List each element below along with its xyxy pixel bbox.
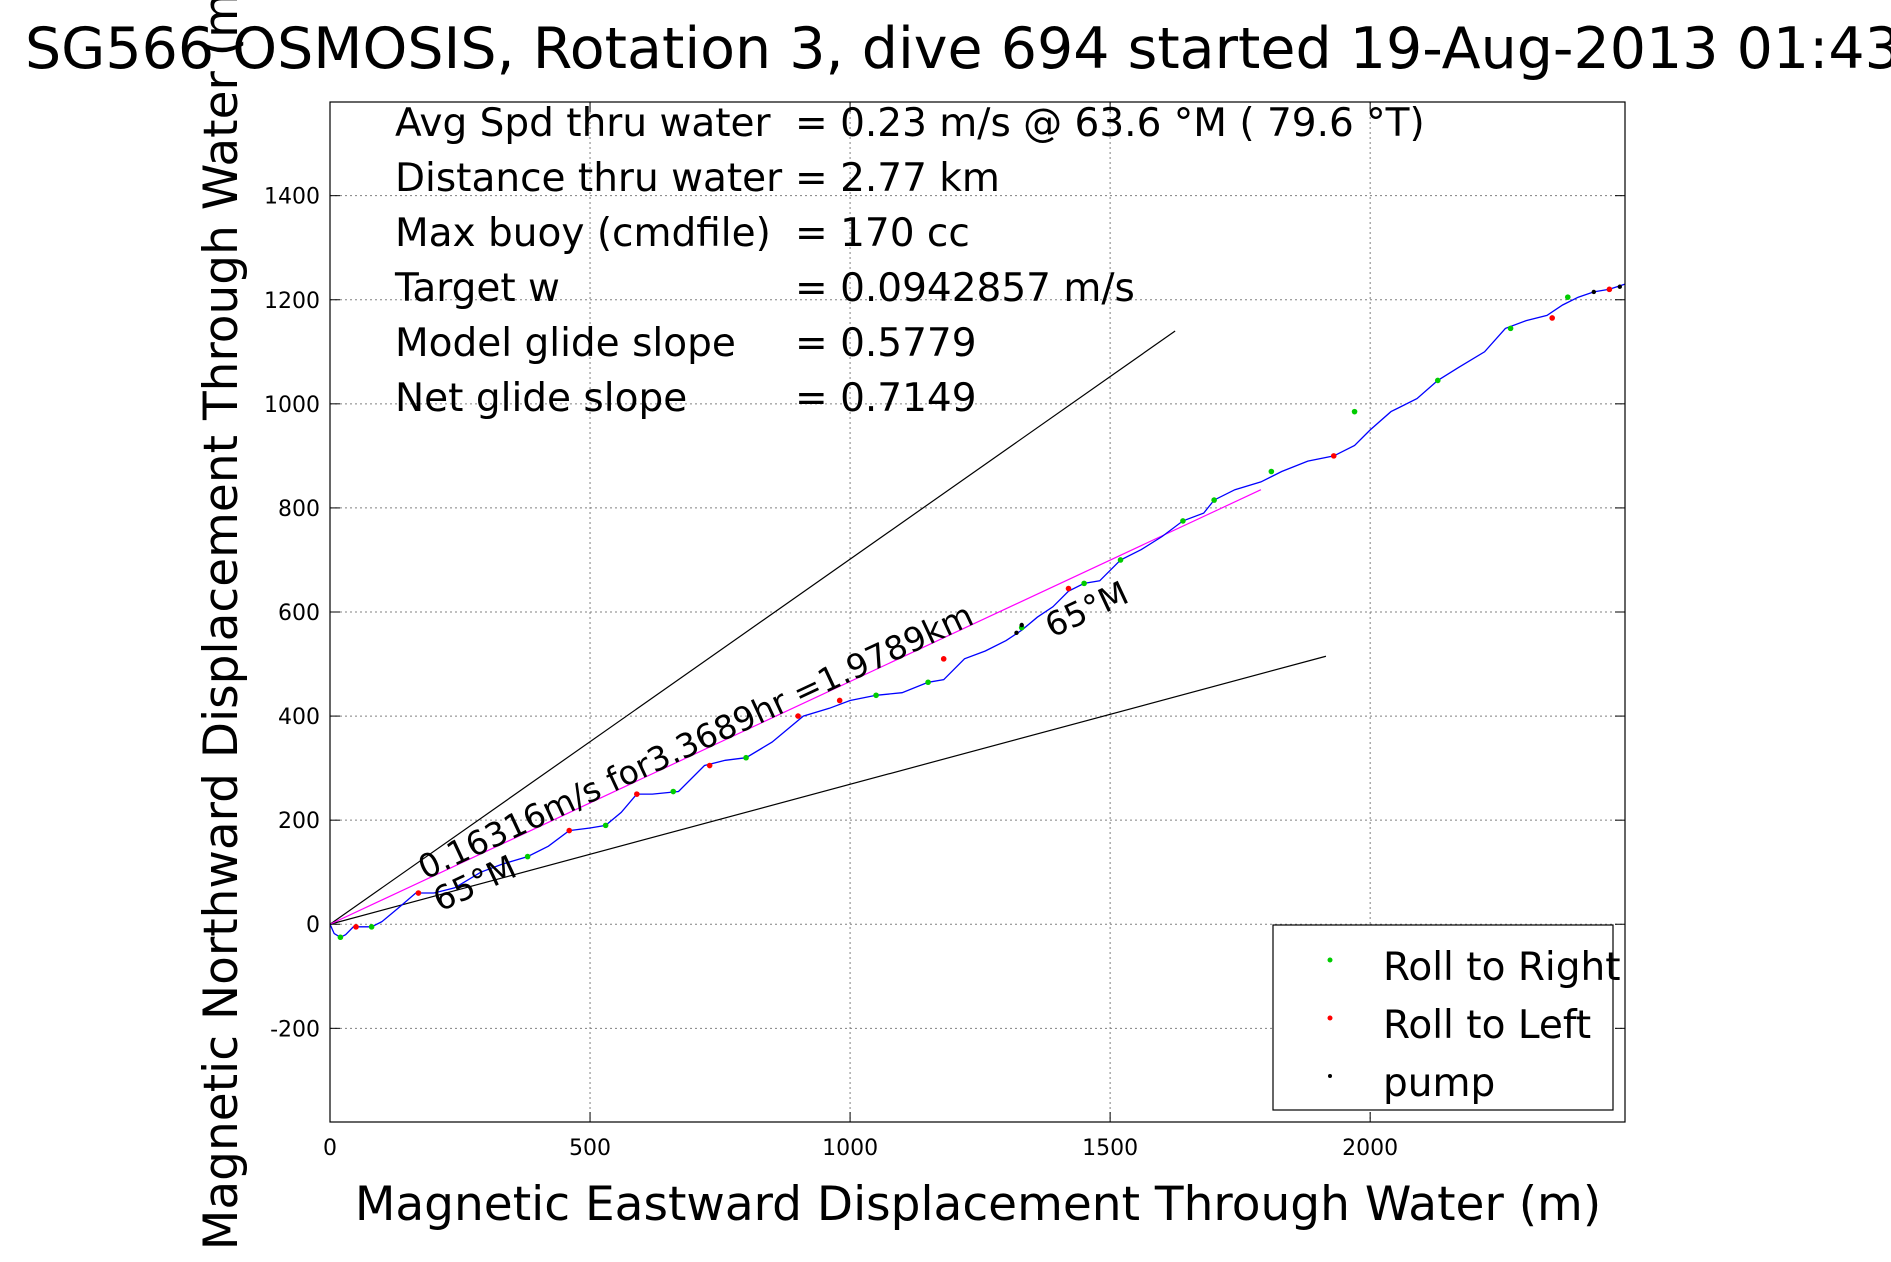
roll-right-point [1351,408,1358,415]
roll-right-point [1117,557,1124,563]
x-tick-label: 1000 [822,1136,878,1161]
pump-point [1019,622,1024,628]
y-tick-label: 0 [306,913,320,938]
current-vector [329,489,1262,925]
y-tick-label: -200 [270,1017,320,1042]
heading-cone-line [329,330,1176,925]
info-label-model-glide: Model glide slope [395,321,736,366]
roll-left-point [353,924,359,930]
y-tick-label: 400 [278,705,320,730]
pump-point [1591,289,1596,295]
axis-ticks: 0 500 1000 1500 2000 -200 0 200 400 600 800 1000 120… [264,102,1625,1161]
roll-left-point [415,890,422,896]
roll-right-point [602,822,609,829]
info-label-target-w: Target w [394,266,560,311]
y-axis-title: Magnetic Northward Displacement Through … [194,0,249,1250]
info-value-net-glide: = 0.7149 [795,376,977,421]
roll-right-point [670,788,677,795]
legend-roll-right-marker [1327,957,1333,963]
info-label-max-buoy: Max buoy (cmdfile) [395,211,771,256]
y-tick-label: 600 [278,601,320,626]
roll-right-point [743,754,749,761]
x-tick-label: 1500 [1082,1136,1138,1161]
roll-right-point [1081,580,1087,587]
roll-left-point [1065,585,1072,592]
roll-right-point [1507,325,1514,332]
y-tick-label: 1400 [264,185,320,210]
chart-title: SG566 OSMOSIS, Rotation 3, dive 694 star… [25,16,1891,82]
track-line [329,283,1626,939]
y-tick-label: 1200 [264,289,320,314]
info-value-distance: = 2.77 km [795,156,1000,201]
y-tick-label: 200 [278,809,320,834]
y-tick-label: 1000 [264,393,320,418]
roll-left-point [836,697,843,704]
roll-right-point [925,679,931,686]
x-tick-label: 2000 [1342,1136,1398,1161]
roll-left-point [566,827,573,834]
roll-right-point [1434,377,1441,384]
pump-point [1014,630,1019,636]
x-axis-title: Magnetic Eastward Displacement Through W… [355,1177,1601,1232]
roll-right-point [337,934,344,941]
roll-left-point [1606,286,1613,293]
info-value-max-buoy: = 170 cc [795,211,970,256]
roll-right-point [524,853,531,860]
info-value-target-w: = 0.0942857 m/s [795,266,1135,311]
roll-left-point [1330,453,1337,459]
roll-markers [337,284,1622,941]
current-line [329,489,1262,925]
roll-right-point [1564,294,1571,300]
roll-left-point [940,656,947,662]
roll-left-point [1549,315,1555,321]
roll-right-point [1268,468,1275,475]
roll-right-point [1180,518,1186,524]
info-label-net-glide: Net glide slope [395,376,687,421]
track [329,283,1626,939]
legend-roll-left-marker [1327,1015,1333,1021]
roll-right-point [368,924,375,930]
info-label-avg-speed: Avg Spd thru water [395,101,772,146]
roll-left-point [634,791,640,797]
legend-roll-right-label: Roll to Right [1383,945,1621,990]
legend-pump-marker [1328,1074,1332,1078]
legend-roll-left-label: Roll to Left [1383,1003,1591,1048]
pump-point [1617,284,1622,289]
roll-left-point [795,713,801,719]
grid [329,102,1625,1122]
info-value-avg-speed: = 0.23 m/s @ 63.6 °M ( 79.6 °T) [795,101,1425,146]
roll-right-point [873,692,879,699]
legend: Roll to Right Roll to Left pump [1272,924,1621,1111]
roll-right-point [1211,497,1217,503]
roll-left-point [706,762,713,769]
info-panel: Avg Spd thru water = 0.23 m/s @ 63.6 °M … [394,101,1425,421]
y-tick-label: 800 [278,497,320,522]
x-tick-label: 500 [569,1136,611,1161]
heading-cone-line [329,655,1327,925]
heading-cone [329,330,1327,925]
legend-pump-label: pump [1383,1061,1495,1106]
x-tick-label: 0 [323,1136,337,1161]
info-value-model-glide: = 0.5779 [795,321,977,366]
info-label-distance: Distance thru water [395,156,783,201]
